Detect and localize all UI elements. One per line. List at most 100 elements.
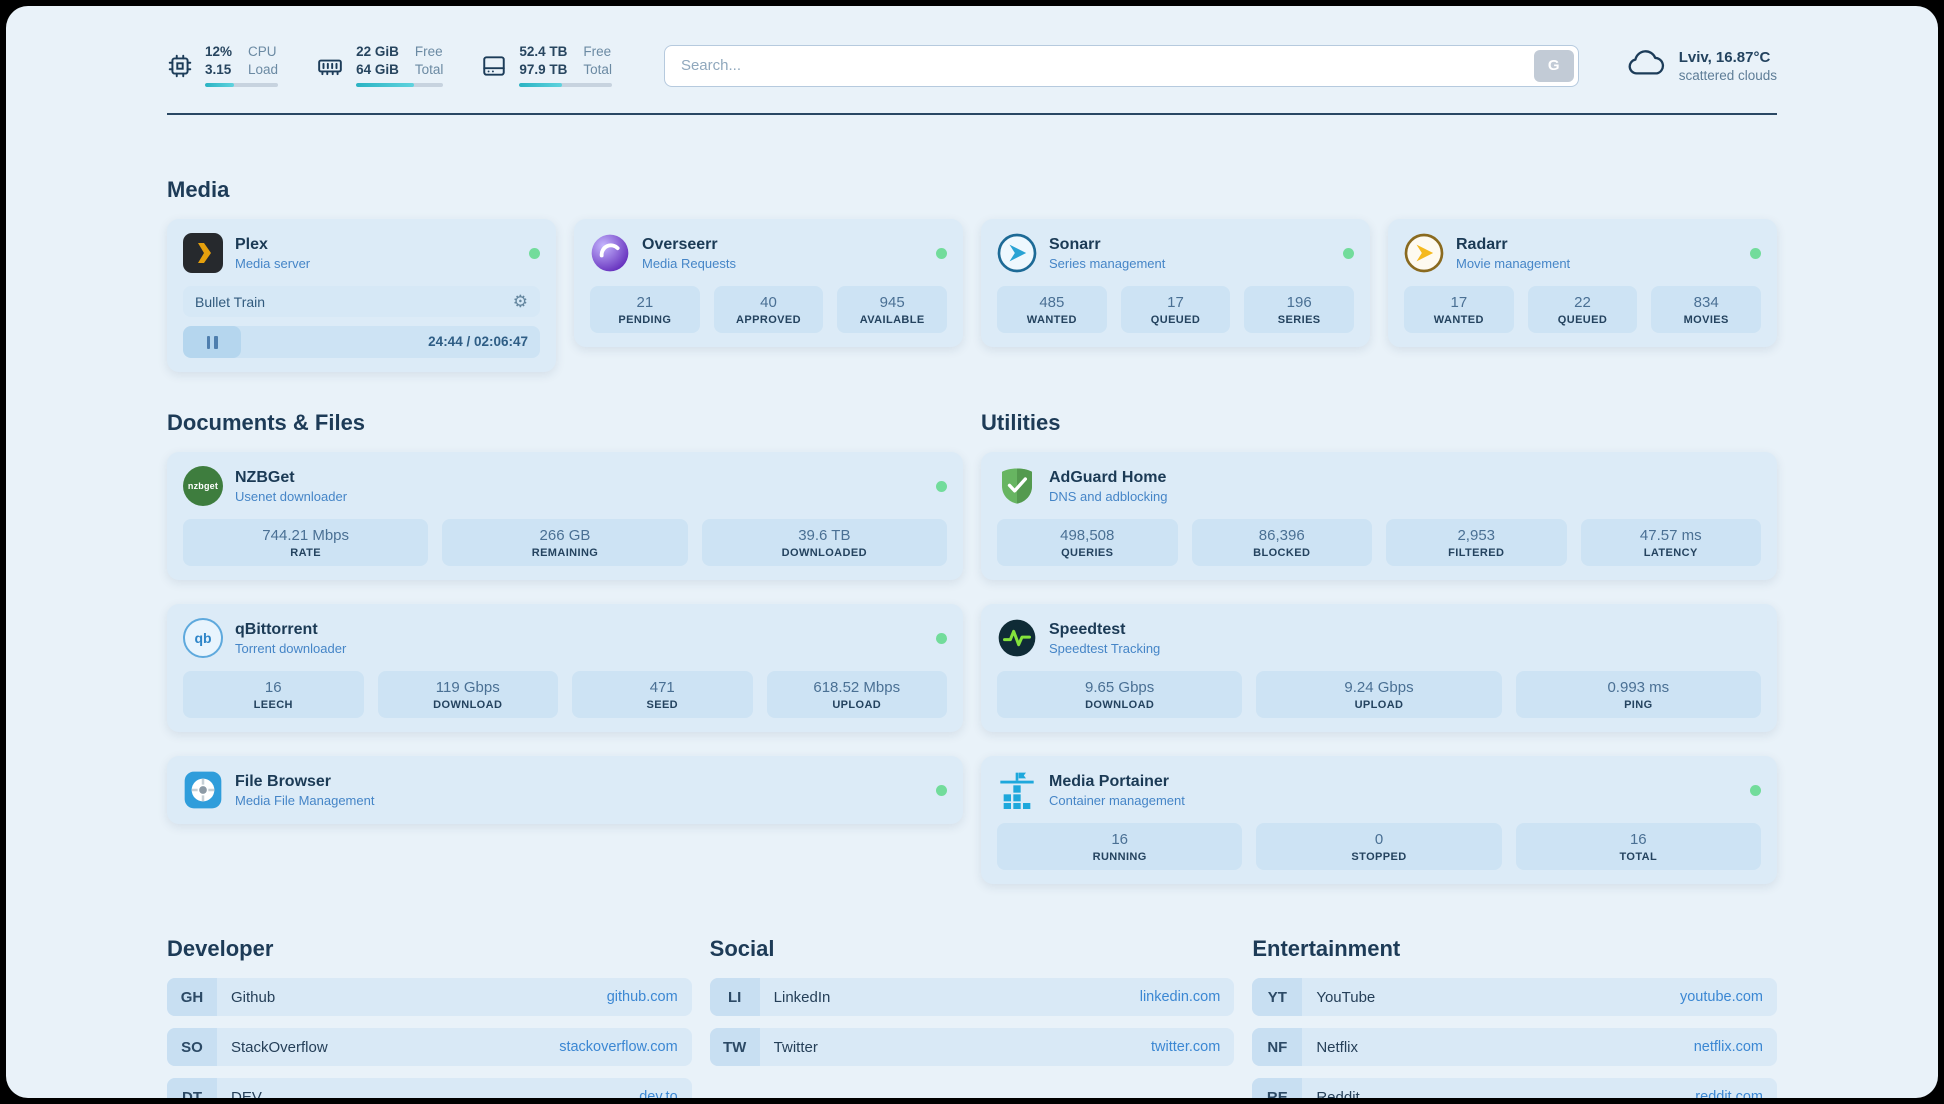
- stat-label: DOWNLOAD: [433, 699, 503, 711]
- stat-block: 498,508 QUERIES: [997, 519, 1178, 566]
- service-subtitle: Media server: [235, 255, 311, 271]
- stat-label: LATENCY: [1643, 547, 1698, 559]
- bookmark-name: DEV: [231, 1088, 262, 1099]
- stat-block: 47.57 ms LATENCY: [1580, 519, 1761, 566]
- bookmark-name: YouTube: [1316, 988, 1376, 1006]
- service-card-sonarr: Sonarr Series management 485 WANTED 17 Q…: [981, 219, 1370, 347]
- service-card-radarr: Radarr Movie management 17 WANTED 22 QUE…: [1388, 219, 1777, 347]
- speedtest-icon: [997, 618, 1037, 658]
- stat-label: MOVIES: [1683, 314, 1729, 326]
- search-provider-button[interactable]: G: [1533, 49, 1574, 82]
- radarr-icon: [1404, 233, 1444, 273]
- service-link-sonarr[interactable]: Sonarr Series management: [997, 233, 1354, 273]
- section-title-social: Social: [709, 936, 775, 961]
- stat-value: 39.6 TB: [798, 527, 851, 544]
- stats-row: 9.65 Gbps DOWNLOAD 9.24 Gbps UPLOAD 0.99…: [997, 671, 1761, 718]
- dashboard-page: 12% CPU 3.15 Load 22: [6, 6, 1938, 1098]
- stat-value: 0.993 ms: [1607, 679, 1670, 696]
- weather-condition: scattered clouds: [1678, 67, 1777, 83]
- bookmark-abbr: GH: [167, 978, 217, 1016]
- stats-row: 744.21 Mbps RATE 266 GB REMAINING 39.6 T…: [183, 519, 947, 566]
- bookmark-twitter[interactable]: TW Twitter twitter.com: [709, 1028, 1235, 1066]
- stat-block: 17 QUEUED: [1120, 286, 1231, 333]
- stat-block: 471 SEED: [572, 671, 753, 718]
- stat-value: 119 Gbps: [435, 679, 500, 696]
- bookmark-abbr: TW: [709, 1028, 760, 1066]
- utilities-section: Utilities AdGuard Home: [981, 410, 1777, 884]
- disk-progress-bar: [519, 83, 612, 87]
- portainer-icon: [997, 770, 1037, 810]
- ram-total-value: 64 GiB: [356, 62, 399, 77]
- stat-value: 40: [760, 294, 777, 311]
- section-title-utilities: Utilities: [981, 410, 1061, 435]
- search-input[interactable]: [663, 44, 1579, 87]
- bookmark-linkedin[interactable]: LI LinkedIn linkedin.com: [709, 978, 1235, 1016]
- service-card-qbittorrent: qb qBittorrent Torrent downloader 16 LEE…: [167, 604, 963, 732]
- bookmark-netflix[interactable]: NF Netflix netflix.com: [1252, 1028, 1777, 1066]
- stat-label: RUNNING: [1092, 851, 1147, 863]
- qbittorrent-icon: qb: [183, 618, 223, 658]
- gear-icon[interactable]: ⚙: [512, 292, 528, 311]
- stat-value: 47.57 ms: [1639, 527, 1702, 544]
- stat-value: 834: [1693, 294, 1719, 311]
- now-playing-row: Bullet Train ⚙: [183, 286, 540, 317]
- search-bar: G: [663, 44, 1579, 87]
- service-link-qbittorrent[interactable]: qb qBittorrent Torrent downloader: [183, 618, 947, 658]
- bookmark-name: StackOverflow: [231, 1038, 328, 1056]
- service-link-nzbget[interactable]: nzbget NZBGet Usenet downloader: [183, 466, 947, 506]
- service-link-speedtest[interactable]: Speedtest Speedtest Tracking: [997, 618, 1761, 658]
- bookmark-dev[interactable]: DT DEV dev.to: [167, 1078, 692, 1098]
- stat-block: 9.24 Gbps UPLOAD: [1256, 671, 1502, 718]
- service-link-adguard[interactable]: AdGuard Home DNS and adblocking: [997, 466, 1761, 506]
- service-link-plex[interactable]: Plex Media server: [183, 233, 540, 273]
- stat-block: 16 LEECH: [183, 671, 364, 718]
- service-link-radarr[interactable]: Radarr Movie management: [1404, 233, 1761, 273]
- service-subtitle: Speedtest Tracking: [1049, 640, 1161, 656]
- section-title-entertainment: Entertainment: [1252, 936, 1401, 961]
- service-link-overseerr[interactable]: Overseerr Media Requests: [590, 233, 947, 273]
- bookmark-abbr: RE: [1252, 1078, 1303, 1098]
- stat-value: 22: [1574, 294, 1591, 311]
- bookmark-github[interactable]: GH Github github.com: [167, 978, 692, 1016]
- now-playing-title: Bullet Train: [195, 293, 266, 310]
- bookmark-url: stackoverflow.com: [559, 1039, 678, 1055]
- stat-label: TOTAL: [1619, 851, 1658, 863]
- stat-value: 945: [879, 294, 905, 311]
- service-name: NZBGet: [235, 468, 295, 486]
- section-title-documents: Documents & Files: [167, 410, 366, 435]
- bookmark-name: Github: [231, 988, 276, 1006]
- bookmark-abbr: SO: [167, 1028, 217, 1066]
- overseerr-icon: [590, 233, 630, 273]
- bookmark-reddit[interactable]: RE Reddit reddit.com: [1252, 1078, 1777, 1098]
- stat-value: 196: [1286, 294, 1312, 311]
- stat-block: 9.65 Gbps DOWNLOAD: [997, 671, 1243, 718]
- player-progress-bar[interactable]: 24:44 / 02:06:47: [183, 326, 540, 358]
- cloud-icon: [1625, 48, 1667, 83]
- stat-value: 471: [649, 679, 675, 696]
- service-link-portainer[interactable]: Media Portainer Container management: [997, 770, 1761, 810]
- status-dot: [1343, 247, 1354, 259]
- ram-free-label: Free: [414, 44, 443, 59]
- stat-block: 0 STOPPED: [1256, 823, 1502, 870]
- service-subtitle: Torrent downloader: [235, 640, 347, 656]
- stat-value: 2,953: [1457, 527, 1496, 544]
- section-title-developer: Developer: [167, 936, 274, 961]
- bookmark-youtube[interactable]: YT YouTube youtube.com: [1252, 978, 1777, 1016]
- bookmark-abbr: DT: [167, 1078, 217, 1098]
- stat-block: 39.6 TB DOWNLOADED: [701, 519, 947, 566]
- bookmark-name: Netflix: [1316, 1038, 1359, 1056]
- stat-label: FILTERED: [1448, 547, 1505, 559]
- bookmark-url: reddit.com: [1695, 1089, 1763, 1098]
- stat-value: 16: [1629, 831, 1647, 848]
- service-name: Media Portainer: [1049, 772, 1170, 790]
- stats-row: 21 PENDING 40 APPROVED 945 AVAILABLE: [590, 286, 948, 333]
- stats-row: 485 WANTED 17 QUEUED 196 SERIES: [997, 286, 1355, 333]
- bookmark-url: github.com: [606, 989, 678, 1005]
- service-link-filebrowser[interactable]: File Browser Media File Management: [183, 770, 947, 810]
- bookmark-stackoverflow[interactable]: SO StackOverflow stackoverflow.com: [167, 1028, 692, 1066]
- stat-label: DOWNLOADED: [781, 547, 867, 559]
- ram-progress-bar: [356, 83, 444, 87]
- stat-value: 17: [1450, 294, 1468, 311]
- pause-button[interactable]: [183, 326, 241, 358]
- service-name: Speedtest: [1049, 620, 1126, 638]
